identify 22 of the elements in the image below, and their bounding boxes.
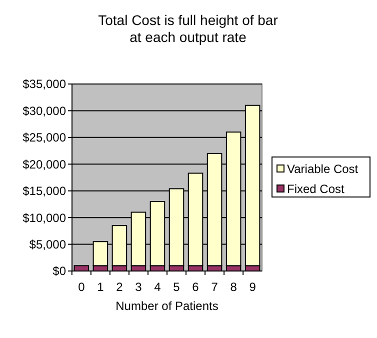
- chart-title: Total Cost is full height of bar at each output rate: [98, 12, 278, 45]
- x-tick-label: 3: [135, 280, 142, 294]
- x-tick-label: 5: [173, 280, 180, 294]
- x-tick-label: 2: [116, 280, 124, 294]
- y-tick-label: $10,000: [22, 210, 66, 225]
- legend-label: Variable Cost: [287, 162, 359, 176]
- y-tick-label: $35,000: [22, 77, 66, 92]
- y-tick-label: $20,000: [22, 157, 66, 172]
- x-tick-label: 1: [97, 280, 104, 294]
- x-tick-label: 6: [192, 280, 200, 294]
- y-tick-label: $15,000: [22, 184, 66, 198]
- legend-label: Fixed Cost: [287, 182, 346, 196]
- y-tick-label: $30,000: [22, 104, 66, 118]
- x-tick-label: 0: [78, 280, 86, 294]
- y-tick-label: $5,000: [29, 237, 66, 252]
- y-tick-label: $25,000: [22, 130, 66, 145]
- x-tick-label: 8: [230, 280, 238, 294]
- x-tick-label: 7: [211, 280, 218, 294]
- x-tick-label: 4: [154, 280, 162, 294]
- y-tick-label: $0: [52, 264, 66, 278]
- x-tick-label: 9: [249, 280, 256, 294]
- x-axis-title: Number of Patients: [116, 299, 218, 313]
